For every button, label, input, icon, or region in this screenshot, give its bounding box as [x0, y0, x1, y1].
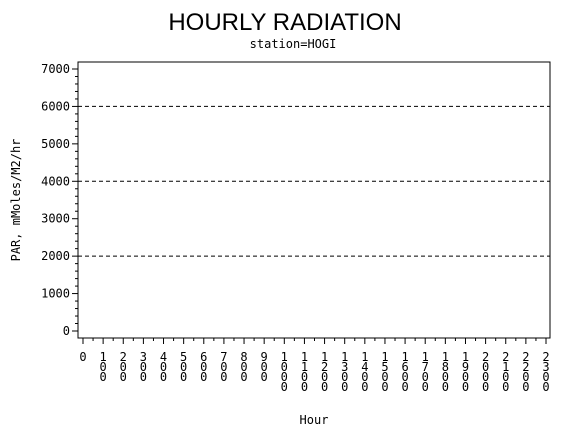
y-tick-label: 3000: [41, 212, 70, 226]
y-tick-label: 6000: [41, 99, 70, 113]
y-axis-label: PAR, mMoles/M2/hr: [9, 139, 23, 262]
reference-lines: [78, 105, 550, 257]
y-tick-label: 2000: [41, 249, 70, 263]
chart-subtitle: station=HOGI: [250, 37, 337, 51]
plot-area: [77, 61, 551, 339]
x-axis-label: Hour: [300, 413, 329, 427]
y-tick-label: 1000: [41, 287, 70, 301]
y-axis: 0 1000 2000 3000 4000 5000 6000 7000: [41, 62, 78, 338]
y-tick-label: 4000: [41, 174, 70, 188]
y-tick-label: 5000: [41, 137, 70, 151]
x-tick-label: 0: [79, 350, 86, 364]
chart-title: HOURLY RADIATION: [168, 9, 401, 36]
y-tick-label: 7000: [41, 62, 70, 76]
y-tick-label: 0: [63, 324, 70, 338]
x-axis: 0 1 0 0 2 0 0 3 0 0 4 0 0 5 0 0 6 0 0 7 0 0 8 0 0 9 0 0 1 0 0 0 1 1 0 0 1 2 0 0…: [79, 338, 550, 394]
